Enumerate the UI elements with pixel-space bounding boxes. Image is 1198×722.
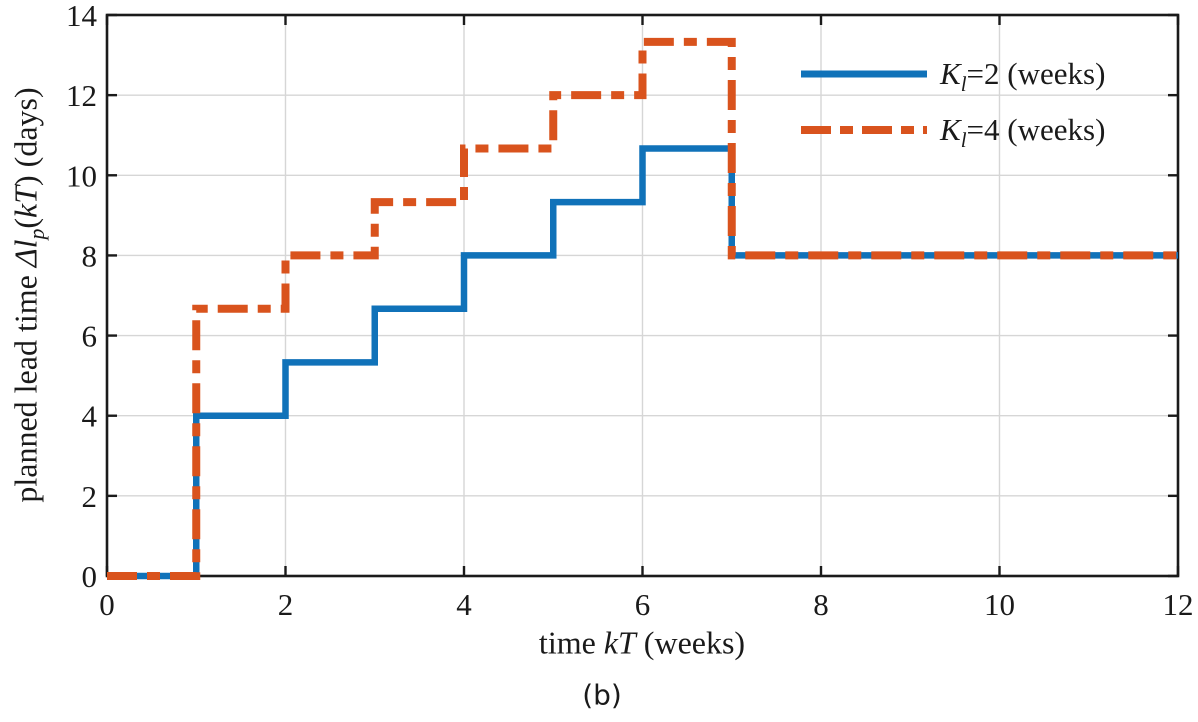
series-layer [107, 37, 1178, 580]
legend-item-kl2: Kl=2 (weeks) [800, 46, 1105, 102]
legend-kl2-symbol: K [940, 56, 961, 91]
x-tick-label: 2 [278, 587, 294, 622]
x-axis-label-units: (weeks) [635, 624, 746, 661]
x-axis-label-prefix: time [538, 624, 604, 661]
legend-kl2-value: =2 (weeks) [966, 56, 1106, 91]
legend-label-kl2: Kl=2 (weeks) [940, 56, 1106, 95]
legend-kl2-subscript: l [960, 72, 967, 97]
y-tick-label: 2 [82, 479, 98, 514]
y-axis-label: planned lead time Δlp(kT) (days) [7, 87, 49, 503]
x-axis-label: time kT (weeks) [539, 625, 745, 662]
figure-caption: (b) [582, 678, 622, 712]
y-tick-label: 6 [82, 319, 98, 354]
series-path-1 [107, 37, 1178, 580]
tick-labels-layer: 0 2 4 6 8 10 12 0 2 4 6 8 10 12 14 [66, 0, 1194, 622]
series-path-0 [107, 145, 1178, 580]
y-tick-label: 0 [82, 559, 98, 594]
x-tick-label: 6 [635, 587, 651, 622]
x-tick-label: 0 [99, 587, 115, 622]
legend-label-kl4: Kl=4 (weeks) [940, 112, 1106, 151]
y-axis-label-subscript: p [24, 228, 49, 240]
y-axis-label-open-paren: ( [7, 217, 44, 229]
x-tick-label: 4 [456, 587, 472, 622]
legend-item-kl4: Kl=4 (weeks) [800, 102, 1105, 158]
y-axis-label-delta-l: Δl [7, 239, 44, 268]
y-axis-label-units: ) (days) [7, 87, 44, 186]
legend: Kl=2 (weeks) Kl=4 (weeks) [800, 46, 1105, 158]
y-tick-label: 10 [66, 158, 97, 193]
x-tick-label: 12 [1163, 587, 1194, 622]
legend-swatch-solid-line [801, 70, 927, 78]
legend-swatch-dash-dot-line [801, 126, 927, 134]
y-tick-label: 4 [82, 399, 98, 434]
y-tick-label: 14 [66, 0, 98, 33]
x-tick-label: 10 [984, 587, 1015, 622]
legend-kl4-value: =4 (weeks) [966, 112, 1106, 147]
y-tick-label: 8 [82, 238, 98, 273]
legend-kl4-symbol: K [940, 112, 961, 147]
y-axis-label-kt: kT [7, 185, 44, 218]
legend-kl4-subscript: l [960, 128, 967, 153]
y-axis-label-prefix: planned lead time [7, 267, 44, 503]
x-tick-label: 8 [813, 587, 829, 622]
x-axis-label-kt: kT [603, 624, 636, 661]
y-tick-label: 12 [66, 78, 97, 113]
